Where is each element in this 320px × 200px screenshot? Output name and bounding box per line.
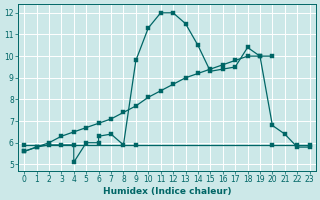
X-axis label: Humidex (Indice chaleur): Humidex (Indice chaleur) (103, 187, 231, 196)
